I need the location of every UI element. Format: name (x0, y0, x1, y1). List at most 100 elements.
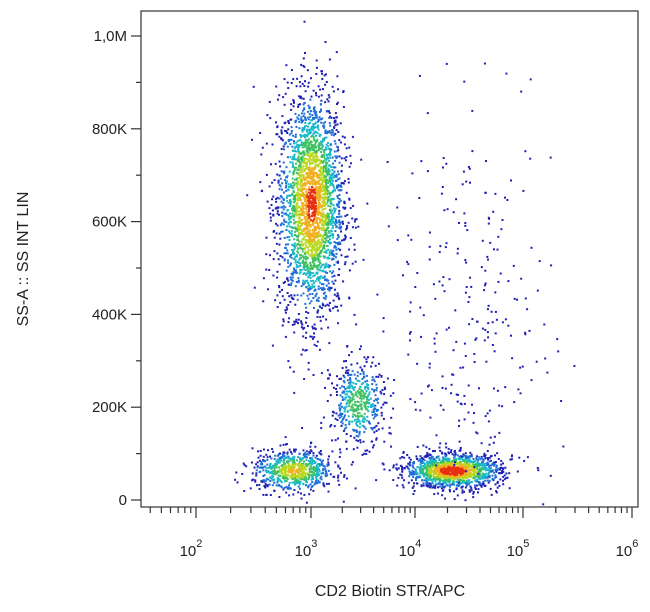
data-point (299, 190, 302, 193)
data-point (445, 482, 448, 485)
data-point (303, 280, 306, 283)
data-point (296, 194, 299, 197)
data-point (308, 207, 311, 210)
data-point (419, 455, 422, 458)
data-point (338, 155, 341, 158)
data-point (327, 170, 330, 173)
data-point (452, 478, 455, 481)
data-point (315, 145, 318, 148)
data-point (303, 476, 306, 479)
data-point (295, 479, 298, 481)
data-point (298, 152, 301, 155)
data-point (274, 299, 277, 302)
data-point (316, 192, 319, 195)
data-point (296, 265, 299, 268)
data-point (490, 464, 493, 467)
data-point (313, 242, 316, 245)
data-point (302, 119, 305, 122)
data-point (373, 390, 376, 393)
data-point (480, 457, 483, 459)
data-point (410, 471, 412, 474)
data-point (290, 294, 293, 297)
data-point (314, 182, 316, 184)
data-point (304, 207, 307, 210)
data-point (337, 243, 339, 246)
data-point (328, 199, 331, 202)
data-point (302, 233, 305, 236)
data-point (392, 464, 395, 467)
data-point (312, 175, 315, 178)
data-point (306, 175, 309, 178)
data-point (259, 132, 262, 134)
data-point (298, 214, 301, 217)
data-point (312, 297, 315, 299)
data-point (323, 216, 326, 219)
data-point (284, 129, 286, 132)
data-point (307, 191, 310, 194)
data-point (282, 199, 285, 201)
data-point (317, 479, 320, 482)
data-point (384, 388, 386, 391)
data-point (316, 221, 319, 224)
data-point (392, 479, 395, 481)
data-point (438, 446, 441, 449)
data-point (324, 190, 327, 193)
data-point (320, 249, 323, 252)
data-point (283, 122, 286, 125)
data-point (315, 219, 318, 222)
data-point (309, 270, 312, 273)
data-point (365, 385, 368, 388)
data-point (315, 204, 318, 207)
data-point (449, 485, 451, 488)
data-point (298, 453, 301, 455)
data-point (464, 452, 467, 455)
data-point (318, 264, 321, 267)
data-point (317, 186, 320, 189)
data-point (440, 468, 442, 471)
data-point (308, 199, 311, 202)
data-point (300, 163, 303, 166)
data-point (309, 280, 312, 283)
data-point (301, 205, 304, 208)
data-point (312, 135, 315, 138)
data-point (356, 395, 359, 398)
data-point (280, 131, 283, 134)
data-point (469, 460, 472, 463)
data-point (301, 82, 304, 85)
data-point (354, 260, 357, 263)
data-point (314, 112, 316, 115)
data-point (286, 132, 289, 134)
data-point (536, 467, 539, 469)
data-point (284, 436, 287, 439)
data-point (451, 483, 454, 486)
data-point (323, 288, 326, 291)
data-point (323, 178, 326, 180)
data-point (444, 478, 447, 481)
data-point (285, 306, 288, 309)
data-point (353, 373, 356, 376)
data-point (366, 396, 369, 399)
data-point (336, 375, 338, 378)
data-point (309, 168, 312, 171)
data-point (294, 255, 297, 258)
data-point (293, 198, 296, 201)
data-point (343, 410, 346, 413)
data-point (312, 272, 315, 275)
data-point (340, 230, 342, 233)
data-point (438, 457, 441, 460)
data-point (447, 458, 450, 461)
data-point (294, 303, 297, 306)
data-point (350, 381, 353, 384)
data-point (283, 103, 286, 106)
data-point (302, 128, 305, 131)
data-point (472, 463, 474, 466)
data-point (261, 479, 264, 482)
data-point (303, 169, 306, 172)
data-point (344, 261, 347, 264)
data-point (305, 201, 308, 204)
data-point (300, 326, 303, 329)
data-point (338, 201, 341, 204)
data-point (316, 159, 319, 162)
data-point (325, 185, 328, 188)
data-point (342, 418, 345, 420)
